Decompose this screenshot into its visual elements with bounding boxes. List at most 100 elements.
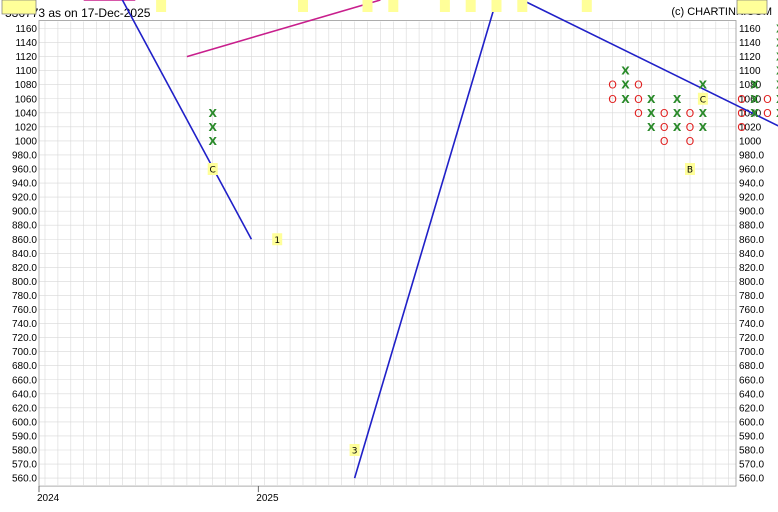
- current-price-right: 1074: [741, 0, 764, 3]
- y-tick-label-left: 590.0: [12, 431, 37, 442]
- y-tick-label-right: 1140: [739, 38, 761, 49]
- month-marker-box: [156, 0, 167, 12]
- y-tick-label-right: 860.0: [739, 235, 764, 246]
- y-tick-label-left: 940.0: [12, 179, 37, 190]
- month-marker: 9: [517, 0, 528, 12]
- year-label: 2025: [256, 493, 279, 504]
- month-marker: 8: [491, 0, 502, 12]
- o-marker: O: [634, 107, 643, 120]
- o-marker: O: [737, 121, 746, 134]
- y-tick-label-left: 1000: [15, 136, 38, 147]
- y-tick-label-left: 640.0: [12, 389, 37, 400]
- month-marker: 7: [465, 0, 476, 12]
- grid: [38, 20, 737, 487]
- o-marker: O: [608, 93, 617, 106]
- month-marker: C: [697, 92, 708, 105]
- y-tick-label-right: 680.0: [739, 361, 764, 372]
- y-tick-label-left: 1080: [15, 80, 38, 91]
- month-marker: 5: [388, 0, 399, 12]
- x-marker: X: [673, 93, 682, 106]
- y-tick-label-left: 1140: [15, 38, 37, 49]
- y-tick-label-right: 880.0: [739, 221, 764, 232]
- month-marker: 3: [349, 444, 360, 457]
- o-marker: O: [686, 135, 695, 148]
- y-tick-label-right: 900.0: [739, 207, 764, 218]
- month-marker-label: B: [158, 0, 164, 3]
- y-tick-label-left: 1040: [15, 108, 38, 119]
- x-marker: X: [776, 51, 778, 64]
- y-tick-label-left: 740.0: [12, 319, 37, 330]
- o-marker: O: [737, 107, 746, 120]
- plot-frame: [38, 20, 737, 487]
- x-marker: X: [208, 121, 217, 134]
- y-tick-label-left: 1020: [15, 122, 38, 133]
- o-marker: O: [608, 79, 617, 92]
- o-marker: O: [634, 79, 643, 92]
- x-marker: X: [776, 23, 778, 36]
- month-marker-box: [491, 0, 502, 12]
- year-labels: 2024 2025: [37, 486, 279, 504]
- y-tick-label-left: 700.0: [12, 347, 37, 358]
- y-tick-label-right: 1100: [739, 66, 761, 77]
- current-price-left: 1074: [8, 0, 31, 3]
- y-tick-label-left: 1060: [15, 94, 38, 105]
- x-marker: X: [621, 93, 630, 106]
- month-marker-box: [349, 444, 360, 456]
- o-marker: O: [660, 135, 669, 148]
- y-tick-label-left: 1160: [15, 24, 37, 35]
- month-marker-box: [697, 92, 708, 105]
- y-tick-label-right: 720.0: [739, 333, 764, 344]
- o-marker: O: [634, 93, 643, 106]
- x-marker: X: [750, 79, 759, 92]
- y-axis-right: 1160 1140 1120 1100 1080 1060 1040 1020 1000 980.…: [739, 24, 764, 485]
- chart-title: 536773 as on 17-Dec-2025: [5, 6, 151, 20]
- y-tick-label-left: 800.0: [12, 277, 37, 288]
- current-price-box-right: [736, 0, 768, 15]
- month-marker-box: [685, 163, 695, 175]
- year-label: 2024: [37, 493, 60, 504]
- x-marker: X: [776, 37, 778, 50]
- x-marker: X: [647, 93, 656, 106]
- o-marker: O: [763, 93, 772, 106]
- x-marker: X: [699, 121, 708, 134]
- y-tick-label-right: 660.0: [739, 375, 764, 386]
- y-tick-label-right: 920.0: [739, 193, 764, 204]
- month-marker-label: 9: [519, 0, 525, 3]
- x-marker: X: [699, 79, 708, 92]
- x-marker: X: [699, 107, 708, 120]
- month-marker: 1: [272, 233, 283, 246]
- month-marker-label: 2: [300, 0, 306, 3]
- month-marker-box: [207, 163, 218, 175]
- month-marker-box: [272, 233, 283, 246]
- y-axis-left: 1160 1140 1120 1100 1080 1060 1040 1020 1000 980.…: [12, 24, 37, 485]
- y-tick-label-right: 560.0: [739, 474, 764, 485]
- y-tick-label-right: 760.0: [739, 305, 764, 316]
- y-tick-label-right: 620.0: [739, 403, 764, 414]
- month-marker-box: [465, 0, 476, 12]
- y-tick-label-left: 780.0: [12, 291, 37, 302]
- y-tick-label-left: 1120: [15, 52, 37, 63]
- y-tick-label-right: 1120: [739, 52, 761, 63]
- x-marker: X: [621, 65, 630, 78]
- current-price-labels: 1074 1074: [1, 0, 768, 15]
- y-tick-label-right: 960.0: [739, 165, 764, 176]
- month-marker-label: 1: [274, 236, 280, 246]
- pnf-columns: XXXOOXXXOOOXXXOOOXXXOOOXXXOOOXXXOOXXXXXX…: [208, 23, 778, 148]
- trend-lines: [83, 0, 778, 479]
- y-tick-label-left: 900.0: [12, 207, 37, 218]
- y-tick-label-left: 880.0: [12, 221, 37, 232]
- month-marker: 2: [298, 0, 308, 12]
- month-marker-label: C: [210, 166, 216, 176]
- x-marker: X: [673, 107, 682, 120]
- month-marker-label: 6: [442, 0, 448, 3]
- x-marker: X: [621, 79, 630, 92]
- resistance-trend-line: [186, 0, 381, 58]
- support-trend-line: [353, 0, 498, 479]
- x-marker: X: [208, 135, 217, 148]
- month-marker-label: 5: [390, 0, 396, 3]
- month-marker: 4: [362, 0, 373, 12]
- month-marker-box: [439, 0, 450, 12]
- y-tick-label-right: 940.0: [739, 179, 764, 190]
- current-price-box-left: [1, 0, 37, 15]
